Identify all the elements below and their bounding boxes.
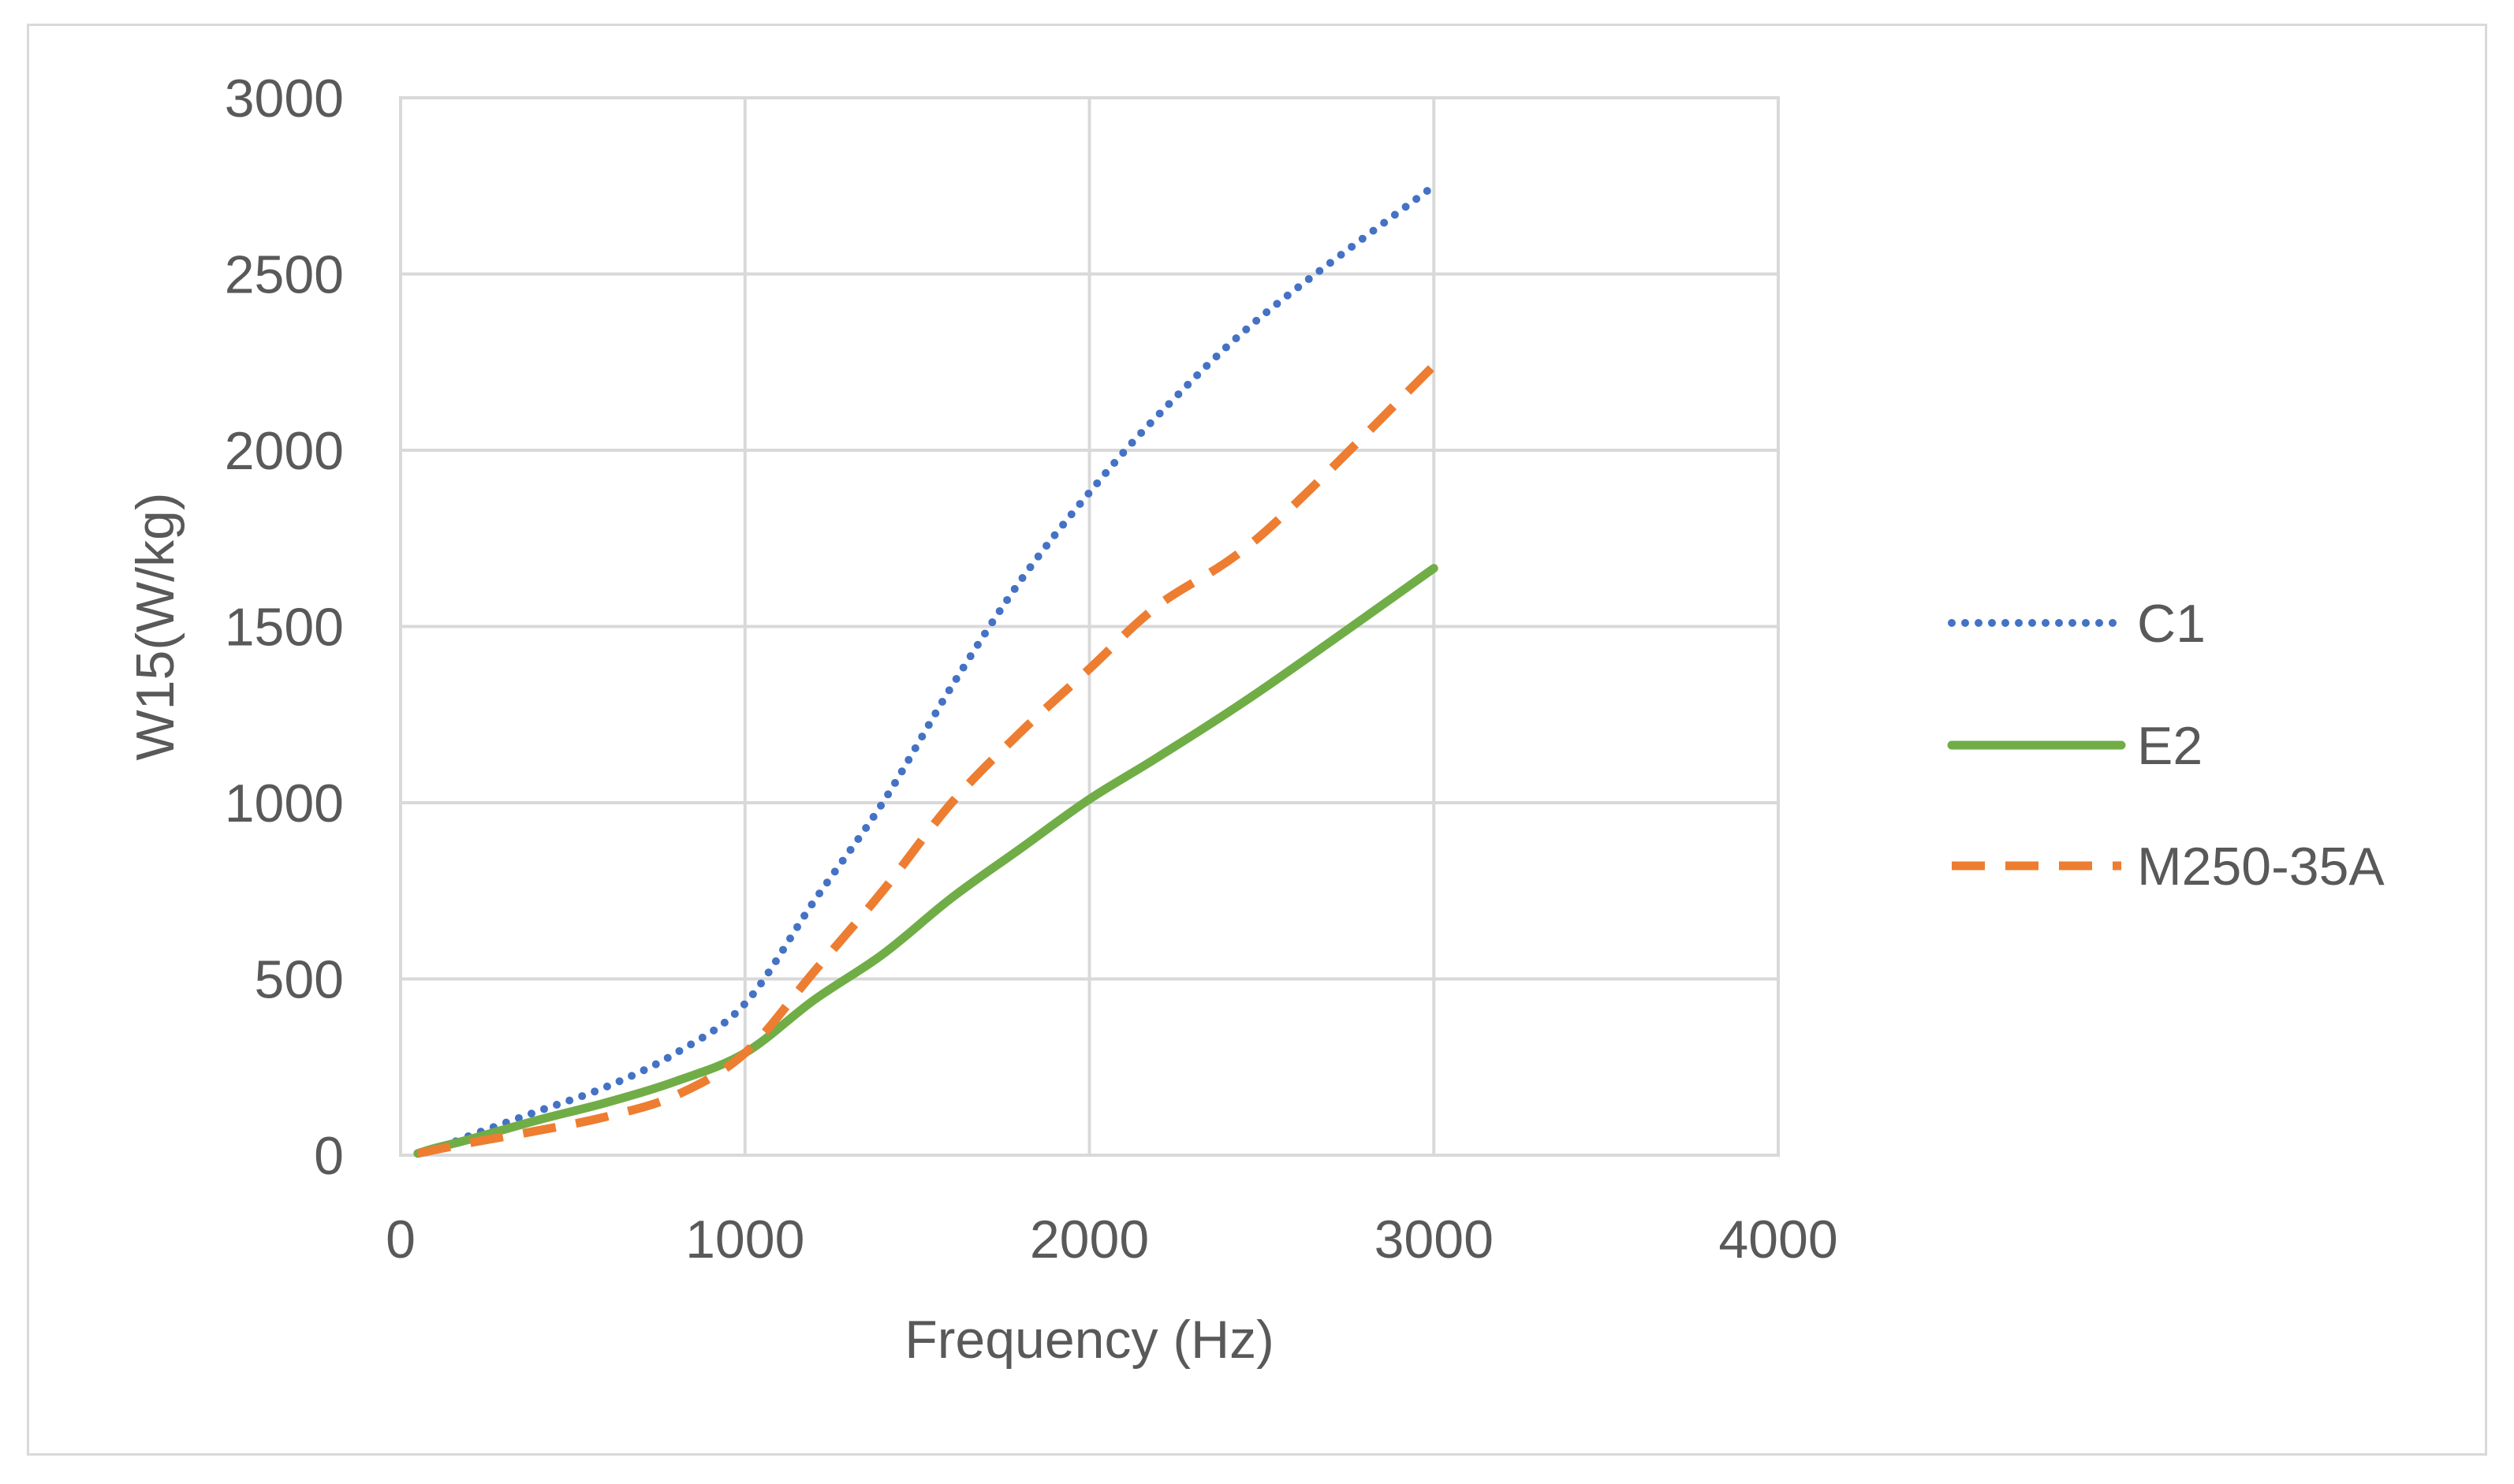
y-axis-ticks: 0 500 1000 1500 2000 2500 3000 <box>225 69 344 1186</box>
plot-area-border <box>399 96 1780 1157</box>
x-tick-label: 4000 <box>1718 1210 1837 1270</box>
y-tick-label: 500 <box>255 950 344 1010</box>
x-tick-label: 1000 <box>685 1210 804 1270</box>
legend: C1 E2 M250-35A <box>1947 594 2385 897</box>
y-tick-label: 0 <box>314 1126 344 1186</box>
x-tick-label: 0 <box>386 1210 416 1270</box>
series-line-m250-35a <box>416 362 1438 1158</box>
x-axis-title: Frequency (Hz) <box>905 1310 1274 1370</box>
x-tick-label: 2000 <box>1030 1210 1149 1270</box>
series-lines <box>413 181 1438 1158</box>
legend-label: E2 <box>2137 716 2203 776</box>
grid-lines <box>399 96 1780 1157</box>
y-tick-label: 2000 <box>225 421 344 481</box>
plot-area <box>399 96 1780 1157</box>
y-tick-label: 2500 <box>225 245 344 305</box>
chart-frame <box>27 24 2487 1456</box>
series-line-c1 <box>413 181 1438 1158</box>
legend-label: M250-35A <box>2137 837 2385 897</box>
y-tick-label: 1500 <box>225 598 344 658</box>
y-tick-label: 1000 <box>225 774 344 833</box>
x-tick-label: 3000 <box>1374 1210 1494 1270</box>
legend-label: C1 <box>2137 594 2206 654</box>
x-axis-ticks: 0 1000 2000 3000 4000 <box>386 1210 1838 1270</box>
y-tick-label: 3000 <box>225 69 344 129</box>
y-axis-title: W15(W/kg) <box>125 493 185 761</box>
series-line-e2 <box>413 564 1438 1158</box>
